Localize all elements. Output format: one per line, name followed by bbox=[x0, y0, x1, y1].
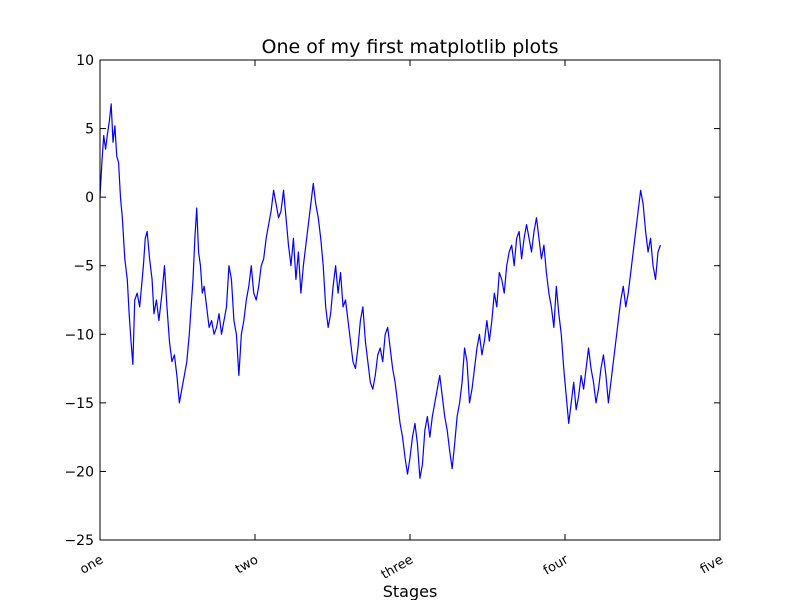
y-tick-label: −20 bbox=[64, 464, 94, 480]
axis-ticks: 10 5 0 −5 −10 −15 −20 −25 one two three four five bbox=[64, 53, 726, 583]
series-line-0 bbox=[99, 103, 662, 479]
x-tick-label: five bbox=[698, 552, 726, 577]
x-tick-label: one bbox=[78, 552, 106, 577]
plot-area bbox=[99, 103, 662, 479]
chart-title: One of my first matplotlib plots bbox=[261, 36, 558, 58]
y-tick-label: −15 bbox=[64, 396, 94, 412]
x-tick-label: four bbox=[541, 552, 572, 578]
y-tick-label: −5 bbox=[73, 259, 94, 275]
x-tick-label: two bbox=[233, 552, 261, 577]
y-tick-label: −10 bbox=[64, 327, 94, 343]
y-tick-label: −25 bbox=[64, 533, 94, 549]
x-tick-label: three bbox=[379, 552, 416, 582]
y-tick-label: 0 bbox=[85, 190, 94, 206]
x-axis-label: Stages bbox=[383, 582, 438, 600]
y-tick-label: 5 bbox=[85, 122, 94, 138]
y-tick-label: 10 bbox=[76, 53, 94, 69]
